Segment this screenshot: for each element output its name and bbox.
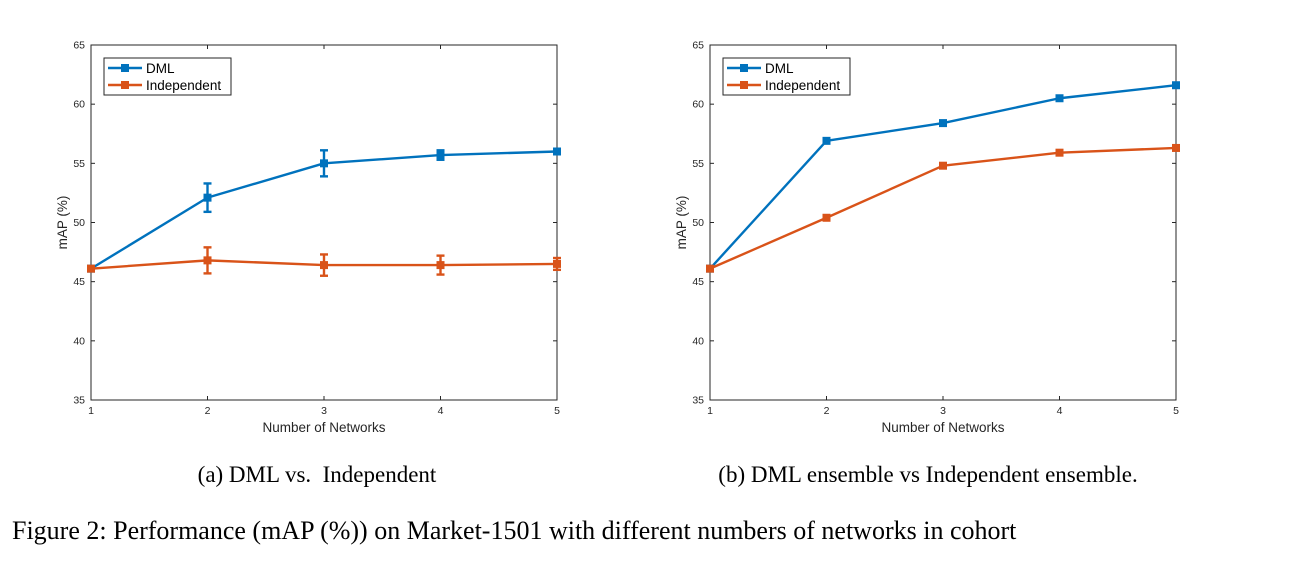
y-tick-label: 65: [692, 40, 704, 52]
legend-swatch-marker: [740, 81, 748, 89]
data-point: [1055, 94, 1064, 103]
data-point: [822, 136, 831, 145]
data-point: [203, 193, 212, 202]
legend-swatch-marker: [740, 64, 748, 72]
subcaption-a: (a) DML vs. Independent: [198, 462, 437, 487]
data-point: [320, 261, 328, 270]
y-tick-label: 45: [73, 276, 85, 288]
data-point: [320, 159, 328, 168]
x-tick-label: 3: [321, 405, 327, 417]
y-tick-label: 35: [692, 395, 704, 407]
x-tick-label: 5: [1173, 405, 1179, 417]
axes-box: [90, 44, 558, 401]
y-tick-label: 35: [73, 395, 85, 407]
y-tick-label: 60: [692, 99, 704, 111]
subcaption-b: (b) DML ensemble vs Independent ensemble…: [718, 462, 1137, 487]
x-tick-label: 2: [205, 405, 211, 417]
x-tick-label: 3: [940, 405, 946, 417]
y-axis-label: mAP (%): [55, 196, 70, 250]
legend-swatch-marker: [121, 64, 129, 72]
y-tick-label: 60: [73, 99, 85, 111]
data-point: [706, 264, 714, 273]
series-line-dml: [709, 84, 1177, 270]
y-tick-label: 55: [73, 158, 85, 170]
x-tick-label: 1: [707, 405, 713, 417]
x-tick-label: 5: [554, 405, 560, 417]
y-axis-label: mAP (%): [674, 196, 689, 250]
x-axis-label: Number of Networks: [881, 420, 1004, 435]
x-tick-label: 4: [1057, 405, 1063, 417]
data-point: [436, 261, 445, 270]
data-point: [1172, 143, 1180, 152]
data-point: [87, 264, 95, 273]
axes-box: [709, 44, 1177, 401]
data-point: [436, 151, 445, 160]
y-tick-label: 40: [692, 335, 704, 347]
x-tick-label: 2: [824, 405, 830, 417]
y-tick-label: 65: [73, 40, 85, 52]
y-tick-label: 55: [692, 158, 704, 170]
data-point: [203, 256, 212, 265]
y-tick-label: 45: [692, 276, 704, 288]
data-point: [939, 119, 947, 128]
legend-label: DML: [765, 61, 794, 76]
data-point: [1172, 81, 1180, 90]
legend-label: Independent: [146, 78, 221, 93]
legend-label: DML: [146, 61, 175, 76]
figure-caption: Figure 2: Performance (mAP (%)) on Marke…: [12, 516, 1017, 545]
data-point: [553, 259, 561, 268]
data-point: [822, 213, 831, 222]
x-tick-label: 4: [438, 405, 444, 417]
y-tick-label: 50: [692, 217, 704, 229]
data-point: [939, 161, 947, 170]
data-point: [553, 147, 561, 156]
x-axis-label: Number of Networks: [262, 420, 385, 435]
legend-label: Independent: [765, 78, 840, 93]
x-tick-label: 1: [88, 405, 94, 417]
legend-swatch-marker: [121, 81, 129, 89]
data-point: [1055, 148, 1064, 157]
y-tick-label: 50: [73, 217, 85, 229]
y-tick-label: 40: [73, 335, 85, 347]
